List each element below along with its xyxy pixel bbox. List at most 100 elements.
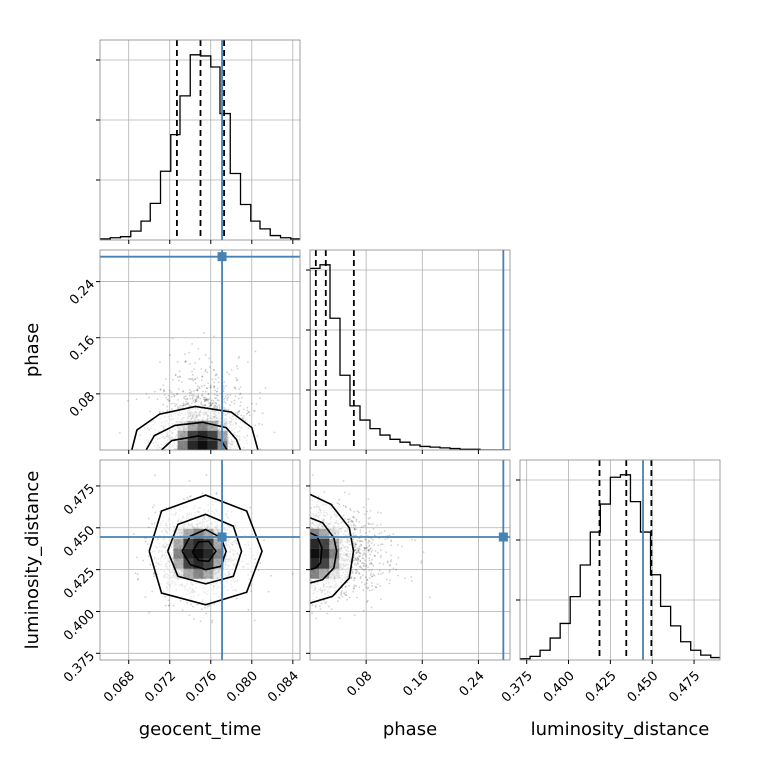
sample-point [378,532,381,535]
sample-point [146,543,149,545]
sample-point [164,595,167,598]
sample-point [167,394,170,397]
sample-point [369,517,371,519]
sample-point [209,384,212,387]
sample-point [311,473,314,476]
sample-point [203,384,206,387]
panel-frame [519,459,721,661]
sample-point [195,400,198,403]
sample-point [353,542,355,544]
sample-point [241,417,244,419]
sample-point [177,388,180,390]
sample-point [353,559,356,561]
sample-point [188,614,191,617]
sample-point [355,549,357,552]
sample-point [368,540,371,543]
sample-point [378,569,381,572]
sample-point [371,558,373,561]
sample-point [170,391,173,394]
sample-point [428,596,431,599]
sample-point [230,368,233,371]
sample-point [353,528,356,531]
sample-point [352,559,355,562]
sample-point [348,493,351,495]
sample-point [205,398,208,401]
sample-point [353,577,356,579]
density-cell [289,559,299,569]
sample-point [136,556,138,559]
sample-point [178,407,181,409]
density-cell [198,451,208,461]
sample-point [173,394,176,397]
sample-point [344,594,347,596]
sample-point [362,506,365,509]
density-cell [299,549,309,559]
density-cell [299,539,309,549]
density-cell [319,568,330,579]
sample-point [273,431,276,434]
density-cell [329,538,340,549]
sample-point [371,585,374,587]
sample-point [350,576,353,579]
sample-point [196,389,199,392]
density-cell [299,529,309,539]
sample-point [200,403,202,405]
sample-point [215,390,218,393]
density-cell [289,539,299,549]
sample-point [158,411,161,413]
sample-point [137,577,140,580]
sample-point [216,387,219,390]
density-cell [193,558,204,569]
density-cell [193,568,204,579]
x-tick-label: 0.080 [224,669,261,706]
contour-level-3 [160,435,228,450]
sample-point [361,567,364,570]
sample-point [197,347,200,350]
sample-point [388,564,391,566]
sample-point [167,599,170,602]
sample-point [340,591,343,594]
sample-point [188,389,191,391]
sample-point [222,387,225,390]
sample-point [365,586,368,589]
sample-point [179,404,182,407]
sample-point [235,377,238,379]
y-tick-label: 0.375 [61,649,98,686]
sample-point [182,404,185,407]
sample-point [163,394,166,396]
sample-point [159,361,161,363]
sample-point [366,579,369,582]
sample-point [147,555,150,558]
sample-point [168,389,171,392]
density-cell [213,558,224,569]
sample-point [370,542,373,544]
sample-point [355,543,357,546]
sample-point [204,354,207,356]
density-cell [178,451,188,461]
density-cell [188,451,198,461]
sample-point [360,566,363,569]
sample-point [370,606,373,609]
sample-point [370,572,372,575]
sample-point [353,585,355,588]
sample-point [151,506,154,509]
sample-point [216,405,219,408]
sample-point [215,493,218,495]
sample-point [167,604,170,607]
sample-point [246,409,249,412]
sample-point [192,400,195,402]
sample-point [163,390,166,392]
density-cell [173,538,184,549]
sample-point [364,565,367,568]
sample-point [369,553,371,556]
sample-point [234,387,237,390]
sample-point [337,600,339,603]
sample-point [127,399,129,402]
sample-point [230,400,233,403]
sample-point [374,555,376,557]
sample-point [208,357,211,360]
sample-point [213,603,216,606]
density-cell [207,430,218,441]
sample-point [267,590,270,593]
sample-point [322,599,325,602]
